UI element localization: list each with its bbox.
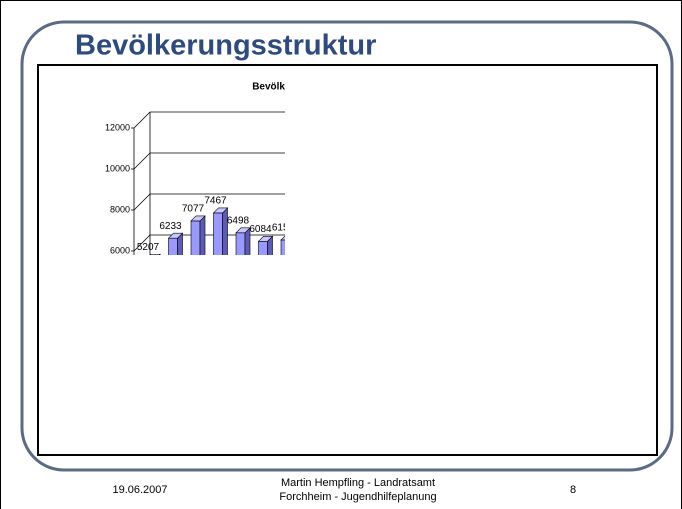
footer-author: Forchheim - Jugendhilfeplanung (279, 491, 436, 503)
content-box (37, 64, 658, 456)
bar-top (235, 227, 251, 234)
data-label: 6084 (249, 224, 272, 235)
grid-line (133, 152, 151, 170)
grid-line (133, 234, 151, 252)
data-label: 6498 (227, 215, 250, 226)
bar-top (212, 207, 229, 214)
data-label: 6150 (272, 223, 295, 234)
footer-page: 8 (570, 484, 576, 496)
grid-line (133, 193, 151, 211)
grid-line (133, 111, 151, 129)
data-label: 5207 (137, 242, 160, 253)
y-tick-label: 8000 (110, 204, 130, 214)
slide-frame (20, 20, 674, 472)
bar-top (190, 215, 206, 222)
footer-date: 19.06.2007 (112, 484, 167, 496)
y-tick-label: 12000 (105, 122, 130, 132)
data-label: 7467 (204, 196, 227, 207)
chart-title: Bevölk (252, 82, 285, 93)
slide-title: Bevölkerungsstruktur (75, 30, 376, 62)
bar (280, 239, 285, 255)
bar-top (280, 235, 285, 241)
bar-top (167, 232, 184, 239)
y-tick-label: 10000 (105, 163, 130, 173)
data-label: 6233 (159, 221, 182, 232)
bar-top (257, 235, 274, 242)
footer-author: Martin Hempfling - Landratsamt (281, 477, 435, 489)
bar-top (149, 253, 161, 255)
data-label: 7077 (182, 204, 205, 215)
y-tick-label: 6000 (110, 245, 130, 255)
chart: Bevölk 6000 8000 10000 12000 5207 62337077746… (105, 82, 295, 255)
